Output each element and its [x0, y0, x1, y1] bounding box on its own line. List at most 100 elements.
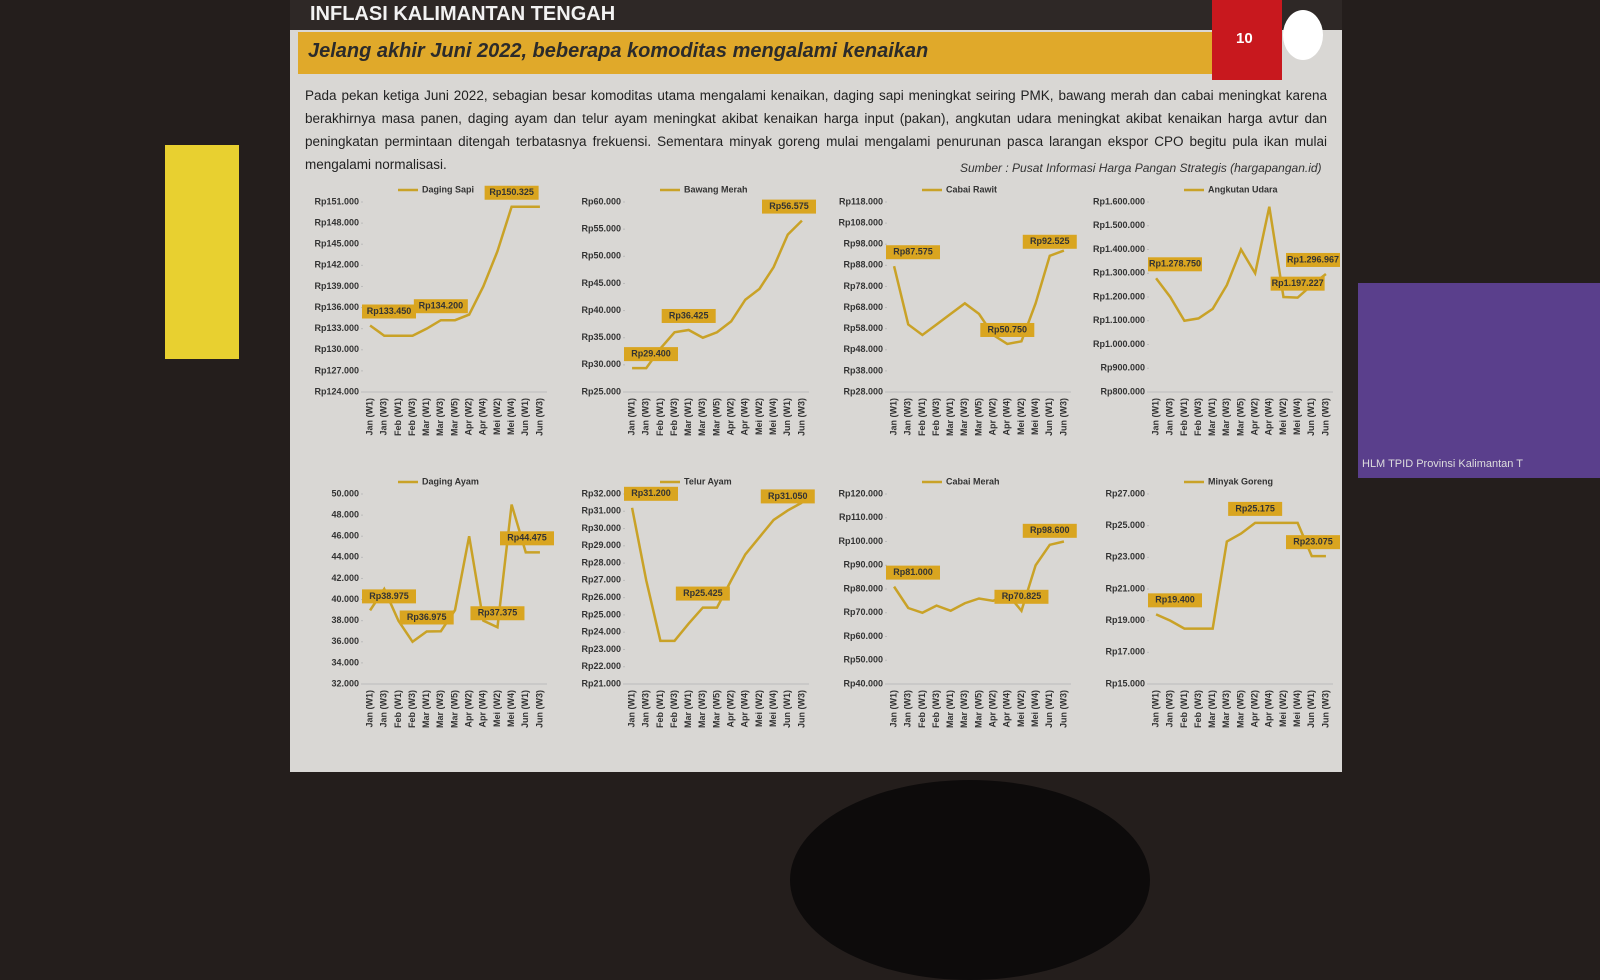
- x-tick-label: Jan (W1): [364, 690, 374, 728]
- y-tick-label: Rp1.400.000: [1093, 244, 1145, 254]
- value-label-box: [661, 308, 716, 323]
- page-number: 10: [1236, 30, 1253, 47]
- y-tick-label: Rp1.300.000: [1093, 268, 1145, 278]
- x-tick-label: Mei (W2): [492, 398, 502, 435]
- y-tick-label: Rp26.000: [581, 592, 621, 602]
- value-label-box: [413, 299, 468, 314]
- value-label-text: Rp1.296.967: [1287, 254, 1339, 264]
- y-tick-label: Rp124.000: [314, 386, 359, 396]
- y-tick-label: Rp78.000: [843, 281, 883, 291]
- y-tick-label: Rp25.000: [1105, 520, 1145, 530]
- x-tick-label: Mar (W1): [1207, 398, 1217, 436]
- value-label-text: Rp25.175: [1235, 503, 1275, 513]
- x-tick-label: Apr (W2): [464, 690, 474, 728]
- x-tick-label: Mar (W1): [421, 690, 431, 728]
- x-tick-label: Jun (W1): [782, 690, 792, 728]
- y-tick-label: Rp142.000: [314, 260, 359, 270]
- value-label: Rp1.296.967: [1286, 252, 1340, 267]
- value-label-box: [1022, 523, 1077, 538]
- x-tick-label: Feb (W1): [1179, 690, 1189, 728]
- x-tick-label: Apr (W2): [988, 398, 998, 436]
- x-tick-label: Mar (W5): [449, 398, 459, 436]
- value-label-text: Rp19.400: [1155, 595, 1195, 605]
- x-tick-label: Jan (W3): [379, 398, 389, 436]
- value-label: Rp29.400: [624, 347, 678, 362]
- value-label-text: Rp31.200: [631, 488, 671, 498]
- y-tick-label: Rp900.000: [1100, 363, 1145, 373]
- y-tick-label: Rp21.000: [581, 678, 621, 688]
- y-tick-label: Rp1.000.000: [1093, 339, 1145, 349]
- value-label-box: [886, 565, 940, 580]
- value-label: Rp44.475: [500, 531, 554, 546]
- y-tick-label: 42.000: [331, 573, 359, 583]
- x-tick-label: Jan (W1): [626, 398, 636, 436]
- x-tick-label: Mei (W2): [1016, 398, 1026, 435]
- x-tick-label: Jan (W1): [626, 690, 636, 728]
- legend-label: Cabai Rawit: [946, 184, 997, 194]
- x-tick-label: Jun (W1): [1044, 398, 1054, 436]
- x-tick-label: Mei (W2): [1016, 690, 1026, 727]
- x-tick-label: Mei (W4): [768, 690, 778, 727]
- y-tick-label: Rp21.000: [1105, 583, 1145, 593]
- legend-label: Cabai Merah: [946, 476, 1000, 486]
- series-line: [632, 219, 803, 370]
- x-tick-label: Apr (W4): [1002, 690, 1012, 728]
- value-label-text: Rp44.475: [507, 533, 547, 543]
- x-tick-label: Mar (W3): [1221, 398, 1231, 436]
- value-label-box: [1148, 257, 1202, 272]
- x-tick-label: Apr (W4): [740, 398, 750, 436]
- value-label: Rp31.200: [624, 486, 678, 501]
- x-tick-label: Jan (W1): [1150, 398, 1160, 436]
- x-tick-label: Jun (W1): [1306, 690, 1316, 728]
- value-label-text: Rp92.525: [1030, 236, 1070, 246]
- y-tick-label: Rp151.000: [314, 196, 359, 206]
- side-panel: [165, 145, 239, 359]
- value-label-box: [994, 589, 1049, 604]
- x-tick-label: Jun (W1): [782, 398, 792, 436]
- x-tick-label: Feb (W3): [931, 690, 941, 728]
- y-tick-label: Rp145.000: [314, 239, 359, 249]
- legend-label: Daging Ayam: [422, 476, 479, 486]
- y-tick-label: Rp15.000: [1105, 678, 1145, 688]
- x-tick-label: Jan (W3): [641, 690, 651, 728]
- x-tick-label: Jun (W3): [1058, 398, 1068, 436]
- x-tick-label: Feb (W3): [931, 398, 941, 436]
- value-label-text: Rp23.075: [1293, 537, 1333, 547]
- y-tick-label: 38.000: [331, 615, 359, 625]
- value-label-box: [1270, 276, 1325, 291]
- value-label: Rp56.575: [762, 199, 816, 214]
- x-tick-label: Apr (W2): [1250, 398, 1260, 436]
- x-tick-label: Mei (W2): [492, 690, 502, 727]
- y-tick-label: Rp68.000: [843, 302, 883, 312]
- x-tick-label: Jun (W1): [520, 398, 530, 436]
- y-tick-label: Rp55.000: [581, 224, 621, 234]
- y-tick-label: Rp70.000: [843, 607, 883, 617]
- value-label-box: [399, 610, 454, 625]
- value-label: Rp87.575: [886, 245, 940, 260]
- x-tick-label: Jun (W3): [796, 398, 806, 436]
- paragraph: Pada pekan ketiga Juni 2022, sebagian be…: [305, 88, 1327, 172]
- x-tick-label: Mei (W4): [1292, 690, 1302, 727]
- value-label: Rp19.400: [1148, 593, 1202, 608]
- value-label-box: [470, 606, 525, 621]
- x-tick-label: Jun (W3): [1320, 398, 1330, 436]
- x-tick-label: Jan (W3): [1165, 398, 1175, 436]
- x-tick-label: Mar (W3): [435, 690, 445, 728]
- y-tick-label: Rp50.000: [581, 251, 621, 261]
- x-tick-label: Feb (W1): [917, 690, 927, 728]
- x-tick-label: Jan (W1): [888, 398, 898, 436]
- x-tick-label: Mei (W2): [754, 398, 764, 435]
- value-label-box: [1286, 535, 1340, 550]
- x-tick-label: Mei (W4): [1030, 398, 1040, 435]
- y-tick-label: Rp130.000: [314, 344, 359, 354]
- value-label-text: Rp150.325: [489, 187, 534, 197]
- x-tick-label: Mar (W1): [683, 398, 693, 436]
- logo: [1283, 10, 1323, 60]
- x-tick-label: Mei (W4): [506, 690, 516, 727]
- page-badge: [1212, 0, 1282, 80]
- x-tick-label: Mar (W1): [1207, 690, 1217, 728]
- y-tick-label: Rp1.500.000: [1093, 220, 1145, 230]
- value-label: Rp50.750: [980, 322, 1035, 337]
- x-tick-label: Mar (W3): [435, 398, 445, 436]
- value-label-text: Rp36.975: [407, 612, 447, 622]
